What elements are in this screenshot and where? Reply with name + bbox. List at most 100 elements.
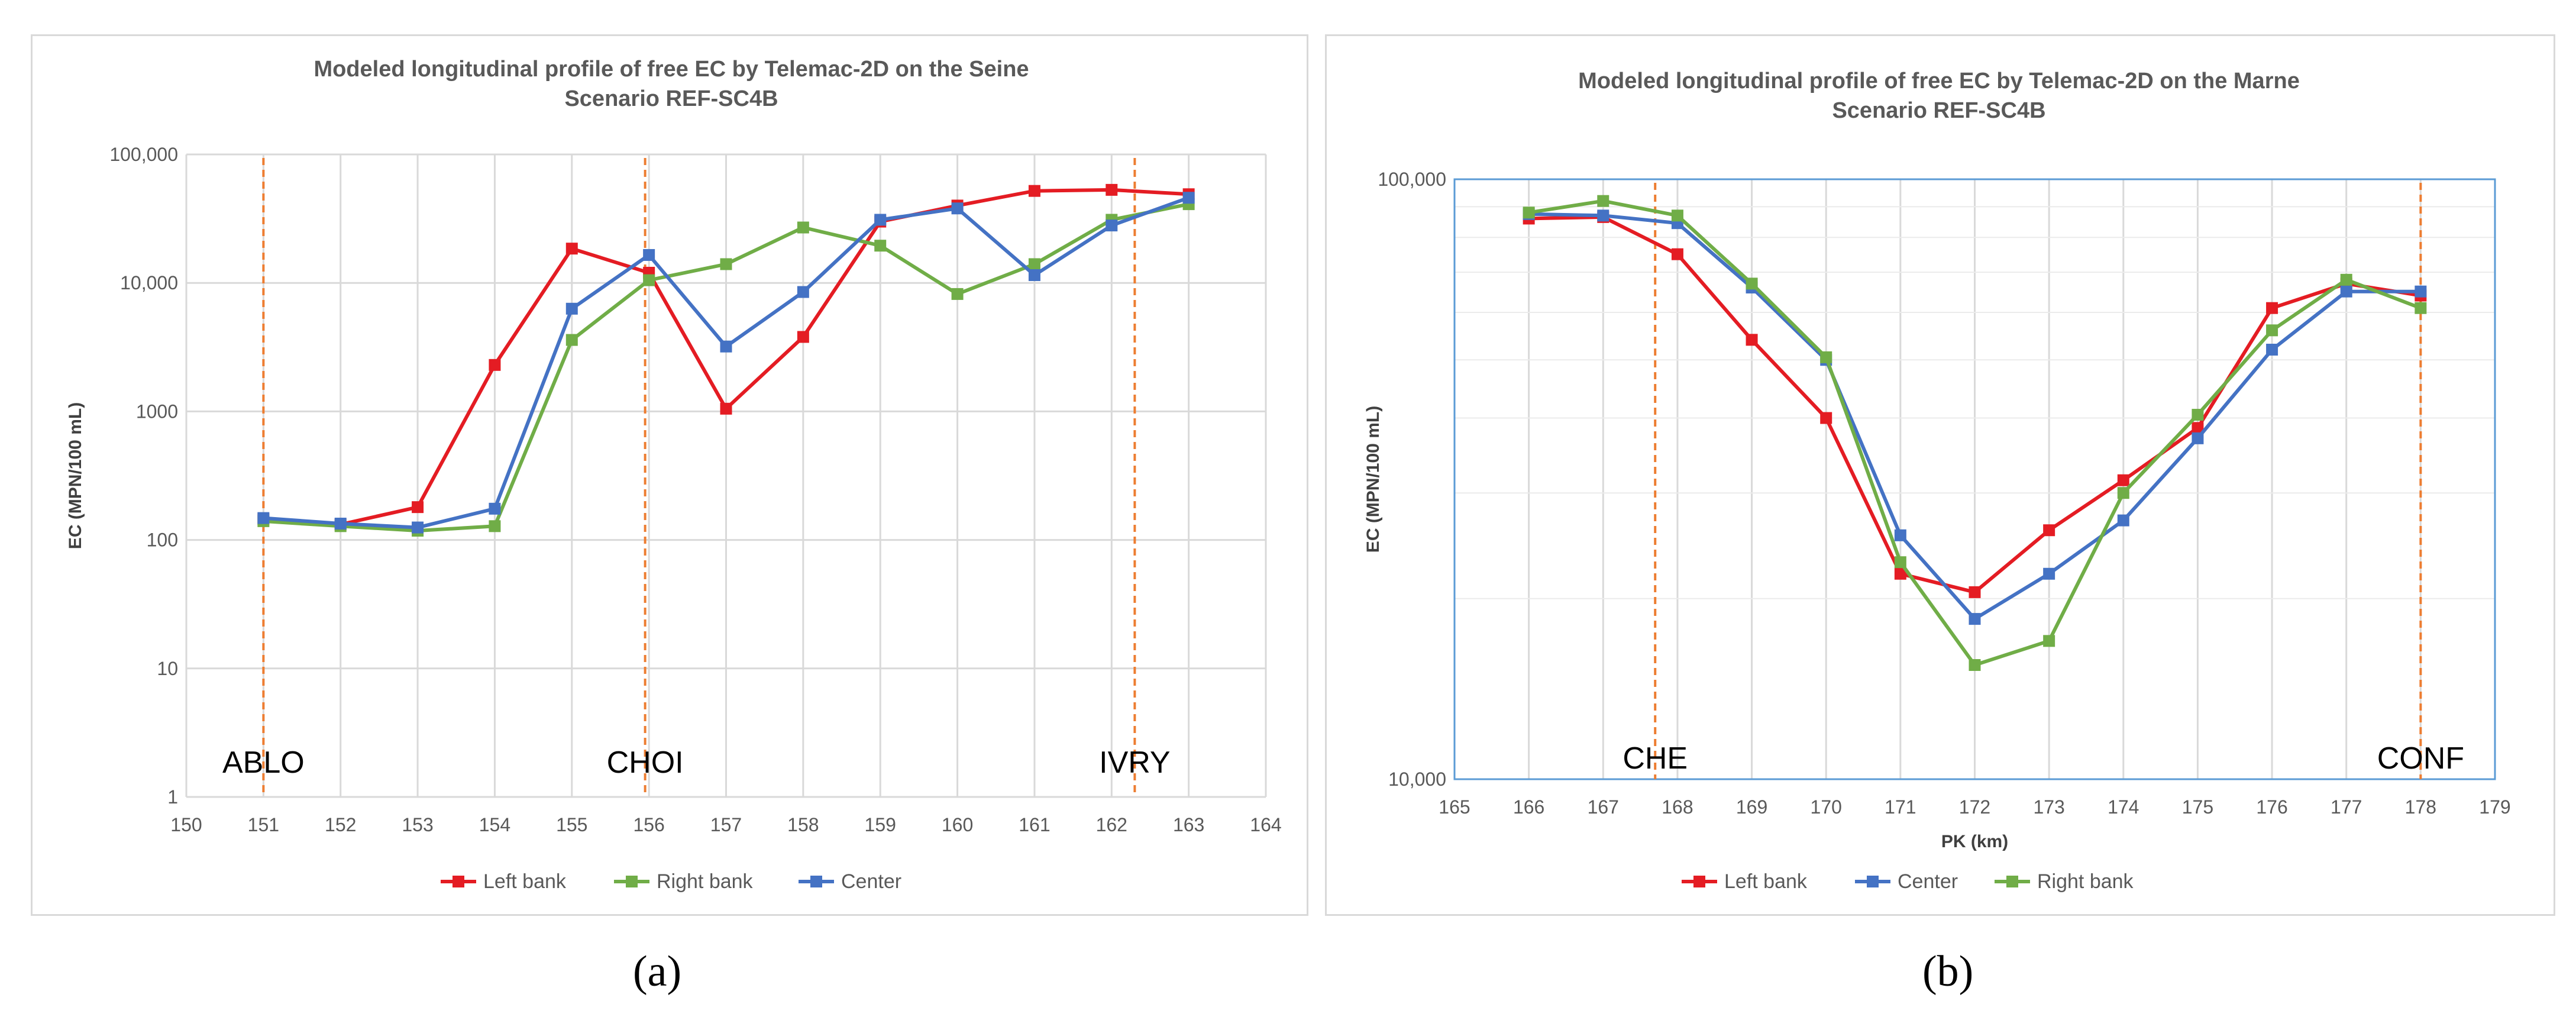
data-point-center xyxy=(1969,613,1981,625)
data-point-center xyxy=(2117,514,2129,527)
x-tick-label: 169 xyxy=(1736,796,1767,818)
data-point-center xyxy=(2266,343,2278,356)
data-point-right-bank xyxy=(2192,409,2204,421)
x-tick-label: 172 xyxy=(1959,796,1990,818)
data-point-right-bank xyxy=(2043,635,2055,647)
site-label-conf: CONF xyxy=(2377,741,2464,776)
data-point-center xyxy=(334,517,347,530)
site-label-che: CHE xyxy=(1622,741,1688,776)
data-point-left-bank xyxy=(1028,185,1040,197)
site-label-ablo: ABLO xyxy=(222,745,305,780)
data-point-center xyxy=(1894,529,1906,541)
data-point-right-bank xyxy=(1523,206,1535,219)
y-tick-label: 1000 xyxy=(136,401,178,422)
data-point-center xyxy=(2340,285,2352,298)
legend-marker-right-bank xyxy=(626,876,638,887)
data-point-center xyxy=(797,286,809,298)
data-point-left-bank xyxy=(489,359,501,371)
x-tick-label: 160 xyxy=(942,814,973,835)
data-point-right-bank xyxy=(874,240,887,252)
legend-label-center: Center xyxy=(841,870,901,893)
data-point-center xyxy=(1106,220,1118,232)
data-point-right-bank xyxy=(2266,324,2278,337)
data-point-center xyxy=(951,202,964,215)
legend-marker-left-bank xyxy=(1693,876,1705,887)
data-point-right-bank xyxy=(1746,277,1758,290)
data-point-center xyxy=(1182,192,1195,204)
site-label-ivry: IVRY xyxy=(1099,745,1170,780)
site-label-choi: CHOI xyxy=(607,745,684,780)
x-tick-label: 174 xyxy=(2108,796,2139,818)
data-point-left-bank xyxy=(1746,334,1758,346)
legend-label-left-bank: Left bank xyxy=(483,870,567,893)
data-point-left-bank xyxy=(2266,302,2278,314)
data-point-right-bank xyxy=(1597,195,1609,207)
data-point-left-bank xyxy=(1969,586,1981,598)
data-point-left-bank xyxy=(1820,412,1832,424)
data-point-left-bank xyxy=(2117,474,2129,486)
x-tick-label: 167 xyxy=(1588,796,1619,818)
data-point-center xyxy=(874,214,887,226)
legend-marker-left-bank xyxy=(453,876,464,887)
x-tick-label: 157 xyxy=(710,814,742,835)
data-point-left-bank xyxy=(412,501,424,514)
data-point-right-bank xyxy=(489,520,501,532)
data-point-left-bank xyxy=(797,331,809,343)
caption-a: (a) xyxy=(633,947,682,996)
legend-label-left-bank: Left bank xyxy=(1724,870,1808,893)
data-point-center xyxy=(643,248,655,261)
data-point-left-bank xyxy=(1894,567,1906,580)
data-point-right-bank xyxy=(565,334,578,346)
x-tick-label: 158 xyxy=(787,814,819,835)
x-tick-label: 173 xyxy=(2033,796,2064,818)
legend-marker-center xyxy=(1867,876,1879,887)
x-tick-label: 168 xyxy=(1662,796,1693,818)
x-tick-label: 177 xyxy=(2331,796,2362,818)
x-tick-label: 154 xyxy=(479,814,510,835)
y-tick-label: 100,000 xyxy=(1378,169,1446,190)
data-point-center xyxy=(257,512,270,524)
chart-panel-a: Modeled longitudinal profile of free EC … xyxy=(31,34,1308,916)
y-axis-label: EC (MPN/100 mL) xyxy=(66,402,85,549)
x-tick-label: 153 xyxy=(402,814,433,835)
chart-title-line: Modeled longitudinal profile of free EC … xyxy=(1578,69,2300,93)
plot-frame xyxy=(1453,178,2496,780)
x-tick-label: 161 xyxy=(1019,814,1050,835)
data-point-center xyxy=(2192,432,2204,444)
data-point-left-bank xyxy=(1106,183,1118,196)
data-point-center xyxy=(1028,269,1040,282)
data-point-left-bank xyxy=(720,402,732,415)
data-point-right-bank xyxy=(797,221,809,234)
chart-title-line: Modeled longitudinal profile of free EC … xyxy=(313,57,1029,82)
y-tick-label: 10,000 xyxy=(120,272,178,293)
x-tick-label: 162 xyxy=(1096,814,1127,835)
chart-title-line: Scenario REF-SC4B xyxy=(1832,98,2045,123)
data-point-right-bank xyxy=(1820,351,1832,363)
x-tick-label: 165 xyxy=(1439,796,1470,818)
data-point-right-bank xyxy=(2117,487,2129,499)
y-tick-label: 100,000 xyxy=(109,144,178,165)
legend-label-right-bank: Right bank xyxy=(657,870,754,893)
data-point-center xyxy=(2043,567,2055,580)
data-point-center xyxy=(720,340,732,353)
chart-b-svg: Modeled longitudinal profile of free EC … xyxy=(1363,69,2511,893)
data-point-left-bank xyxy=(1671,248,1683,260)
data-point-center xyxy=(412,521,424,534)
data-point-right-bank xyxy=(643,274,655,286)
y-tick-label: 1 xyxy=(167,786,178,808)
x-tick-label: 178 xyxy=(2405,796,2436,818)
caption-b: (b) xyxy=(1922,947,1974,996)
x-tick-label: 179 xyxy=(2479,796,2510,818)
x-tick-label: 150 xyxy=(170,814,202,835)
data-point-right-bank xyxy=(1894,556,1906,569)
x-tick-label: 170 xyxy=(1811,796,1842,818)
y-tick-label: 100 xyxy=(147,530,178,551)
y-tick-label: 10 xyxy=(157,658,178,679)
x-tick-label: 155 xyxy=(556,814,587,835)
data-point-right-bank xyxy=(1671,209,1683,222)
data-point-right-bank xyxy=(720,258,732,270)
data-point-left-bank xyxy=(565,243,578,255)
data-point-right-bank xyxy=(1028,258,1040,270)
data-point-center xyxy=(1597,209,1609,222)
data-point-center xyxy=(565,302,578,315)
